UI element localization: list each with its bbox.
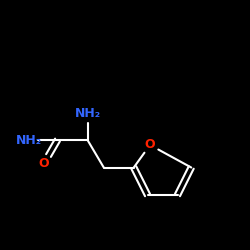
- Text: NH₂: NH₂: [74, 107, 101, 120]
- Text: O: O: [38, 157, 49, 170]
- Text: O: O: [145, 138, 155, 151]
- Text: NH₂: NH₂: [16, 134, 42, 146]
